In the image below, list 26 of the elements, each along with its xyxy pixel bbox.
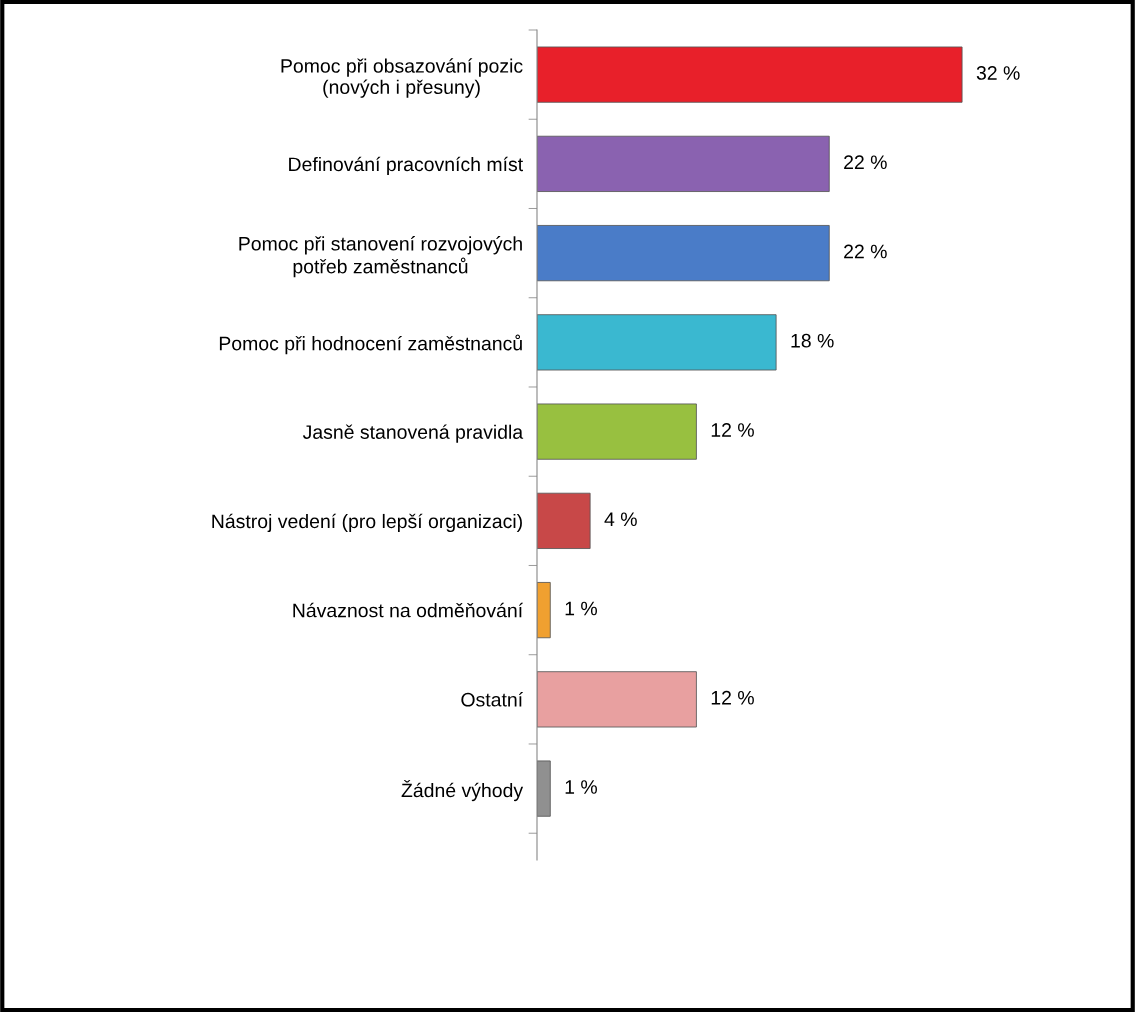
bar [537,314,777,371]
bar [537,492,591,549]
y-tick-label: Pomoc při obsazování pozic (nových i přesuny) [281,58,523,98]
data-label: 18 % [791,333,834,348]
data-label: 22 % [844,155,887,170]
y-tick-label: Pomoc při stanovení rozvojových potřeb zaměstnanců [239,236,522,278]
bar [537,582,551,639]
y-tick-label: Definování pracovních míst [289,156,523,176]
bar [537,671,697,728]
bar [537,225,830,282]
bar [537,403,697,460]
y-tick-label: Nástroj vedení (pro lepší organizaci) [212,513,522,533]
data-label: 22 % [844,244,887,259]
data-label: 12 % [711,423,754,437]
data-label: 1 % [565,780,597,794]
y-tick-label: Ostatní [461,692,524,707]
y-tick-label: Jasně stanovená pravidla [302,424,524,443]
data-label: 4 % [604,512,637,526]
bar [537,135,830,192]
y-tick-label: Pomoc při hodnocení zaměstnanců [219,334,522,355]
data-label: 32 % [976,66,1020,80]
y-tick-label: Návaznost na odměňování [293,602,524,618]
data-label: 12 % [711,690,754,705]
bar [537,46,963,103]
y-tick-label: Žádné výhody [401,780,524,802]
data-label: 1 % [565,601,597,616]
